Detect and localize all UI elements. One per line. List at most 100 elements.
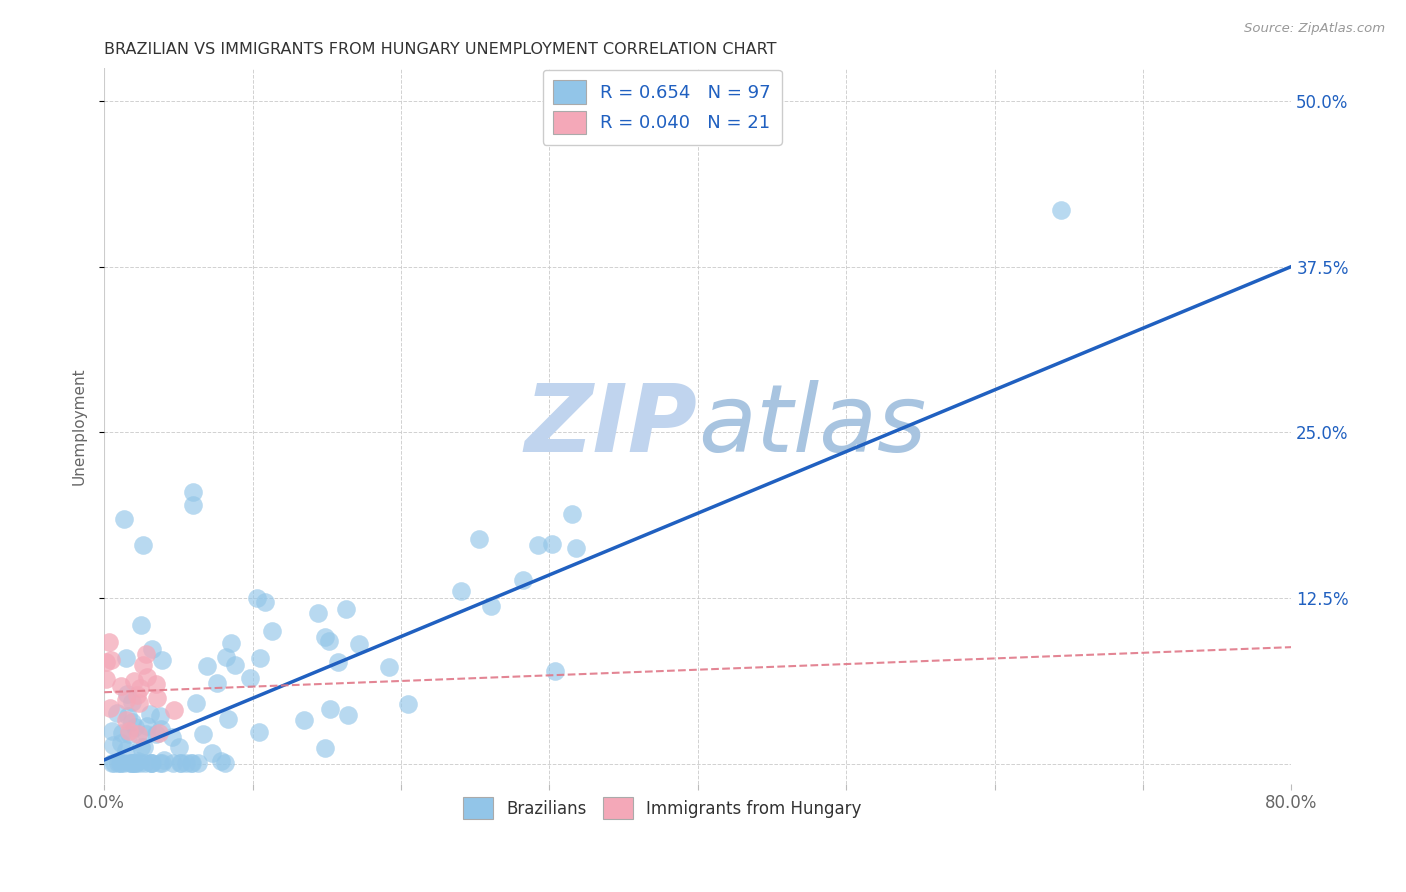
Point [122, 756, 145, 770]
Point [141, 756, 163, 770]
Point [112, 511, 135, 525]
Point [152, 756, 174, 770]
Point [314, 630, 336, 644]
Point [205, 676, 228, 690]
Point [347, 637, 370, 651]
Point [184, 696, 207, 710]
Point [526, 537, 548, 551]
Point [98, 701, 121, 715]
Point [239, 671, 262, 685]
Point [118, 724, 141, 739]
Point [110, 756, 132, 770]
Point [128, 756, 150, 770]
Point [181, 485, 204, 500]
Point [292, 713, 315, 727]
Point [378, 660, 401, 674]
Point [335, 602, 357, 616]
Point [121, 695, 143, 709]
Point [215, 650, 238, 665]
Point [565, 541, 588, 555]
Point [115, 687, 138, 701]
Point [181, 756, 204, 770]
Point [105, 706, 128, 721]
Point [162, 756, 184, 770]
Point [181, 498, 204, 512]
Point [135, 670, 157, 684]
Point [114, 713, 136, 727]
Point [150, 653, 173, 667]
Point [479, 599, 502, 613]
Point [103, 756, 125, 770]
Point [129, 681, 152, 696]
Point [468, 533, 491, 547]
Point [134, 756, 156, 770]
Text: Source: ZipAtlas.com: Source: ZipAtlas.com [1244, 22, 1385, 36]
Point [163, 703, 186, 717]
Point [110, 736, 132, 750]
Point [149, 756, 172, 770]
Point [224, 658, 246, 673]
Point [117, 709, 139, 723]
Point [121, 756, 143, 770]
Point [145, 690, 167, 705]
Point [124, 756, 146, 770]
Point [118, 727, 141, 741]
Point [135, 647, 157, 661]
Text: ZIP: ZIP [524, 380, 697, 472]
Point [121, 715, 143, 730]
Point [247, 725, 270, 739]
Point [131, 740, 153, 755]
Point [149, 709, 172, 723]
Point [136, 719, 159, 733]
Point [107, 756, 129, 770]
Point [180, 756, 202, 770]
Text: BRAZILIAN VS IMMIGRANTS FROM HUNGARY UNEMPLOYMENT CORRELATION CHART: BRAZILIAN VS IMMIGRANTS FROM HUNGARY UNE… [104, 42, 776, 57]
Text: atlas: atlas [697, 380, 927, 471]
Point [122, 673, 145, 688]
Point [541, 537, 564, 551]
Point [139, 756, 162, 770]
Point [561, 508, 583, 522]
Point [125, 756, 148, 770]
Point [148, 726, 170, 740]
Point [128, 696, 150, 710]
Point [145, 677, 167, 691]
Point [314, 740, 336, 755]
Point [174, 756, 197, 770]
Point [112, 756, 135, 770]
Point [328, 655, 350, 669]
Point [217, 712, 239, 726]
Point [307, 606, 329, 620]
Point [131, 617, 153, 632]
Point [124, 720, 146, 734]
Y-axis label: Unemployment: Unemployment [72, 367, 86, 484]
Point [219, 636, 242, 650]
Point [115, 742, 138, 756]
Point [135, 727, 157, 741]
Point [246, 591, 269, 605]
Point [120, 756, 142, 770]
Point [169, 756, 191, 770]
Point [512, 573, 534, 587]
Point [249, 651, 271, 665]
Point [98, 635, 121, 649]
Point [110, 756, 132, 770]
Point [195, 659, 218, 673]
Point [111, 725, 134, 739]
Point [398, 697, 420, 711]
Point [139, 707, 162, 722]
Point [253, 595, 276, 609]
Point [101, 756, 124, 770]
Point [262, 624, 284, 639]
Legend: Brazilians, Immigrants from Hungary: Brazilians, Immigrants from Hungary [456, 791, 869, 825]
Point [209, 754, 232, 768]
Point [150, 723, 173, 737]
Point [132, 658, 155, 673]
Point [131, 538, 153, 552]
Point [141, 756, 163, 770]
Point [214, 756, 236, 770]
Point [127, 727, 149, 741]
Point [127, 754, 149, 768]
Point [132, 740, 155, 755]
Point [318, 634, 340, 648]
